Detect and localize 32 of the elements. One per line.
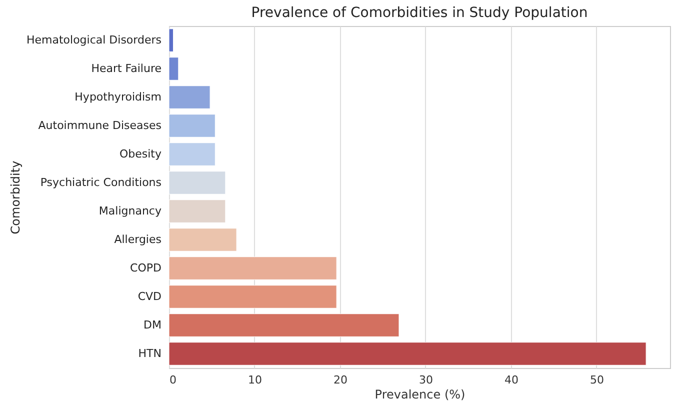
bar — [168, 114, 216, 138]
x-tick-label: 20 — [333, 374, 348, 386]
bar — [168, 28, 174, 52]
bar — [168, 142, 216, 166]
chart-title: Prevalence of Comorbidities in Study Population — [251, 5, 588, 21]
y-tick-label: Allergies — [114, 232, 162, 246]
y-tick-label: Heart Failure — [91, 62, 162, 75]
y-tick-label: DM — [144, 318, 162, 332]
x-axis-title: Prevalence (%) — [374, 388, 466, 402]
bar — [168, 86, 210, 109]
x-tick-label: 0 — [170, 374, 176, 386]
bar — [168, 314, 400, 337]
y-tick-label: Obesity — [119, 147, 162, 160]
y-tick-label: COPD — [130, 261, 162, 274]
bar — [168, 57, 179, 80]
y-tick-label: CVD — [138, 290, 162, 303]
y-tick-label: Psychiatric Conditions — [40, 176, 162, 189]
y-tick-label: HTN — [138, 346, 162, 360]
bar — [168, 228, 237, 252]
bar — [168, 342, 646, 366]
y-tick-label: Hypothyroidism — [74, 90, 162, 104]
bar — [168, 285, 337, 308]
bar — [168, 256, 337, 280]
y-tick-label: Hematological Disorders — [26, 33, 162, 46]
x-tick-label: 40 — [504, 374, 518, 386]
y-tick-label: Malignancy — [98, 204, 162, 218]
x-tick-label: 10 — [248, 374, 262, 386]
x-tick-label: 50 — [590, 374, 604, 386]
y-axis-title: Comorbidity — [8, 160, 22, 234]
bar — [168, 200, 226, 223]
x-tick-label: 30 — [418, 374, 433, 386]
y-tick-label: Autoimmune Diseases — [38, 118, 162, 132]
